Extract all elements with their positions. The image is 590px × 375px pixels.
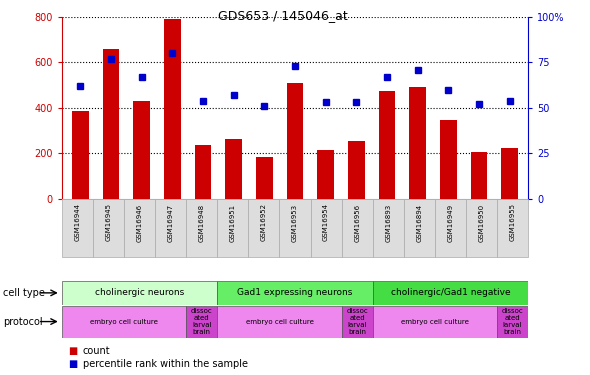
Bar [186,199,217,257]
Text: dissoc
ated
larval
brain: dissoc ated larval brain [346,308,368,335]
Bar [186,306,217,338]
Bar [342,199,373,257]
Text: dissoc
ated
larval
brain: dissoc ated larval brain [502,308,523,335]
Text: GSM16944: GSM16944 [74,203,80,242]
Text: GSM16949: GSM16949 [447,203,453,242]
Text: GSM16945: GSM16945 [106,203,112,242]
Bar [471,152,487,199]
Text: GSM16948: GSM16948 [199,203,205,242]
Bar [93,199,124,257]
Text: cholinergic/Gad1 negative: cholinergic/Gad1 negative [391,288,510,297]
Text: cell type: cell type [3,288,45,298]
Bar [373,281,528,304]
Text: protocol: protocol [3,316,42,327]
Text: embryo cell culture: embryo cell culture [245,319,313,324]
Bar [466,199,497,257]
Text: percentile rank within the sample: percentile rank within the sample [83,359,248,369]
Bar [373,306,497,338]
Bar [342,306,373,338]
Text: Gad1 expressing neurons: Gad1 expressing neurons [237,288,353,297]
Bar [502,148,518,199]
Text: GSM16956: GSM16956 [354,203,360,242]
Bar [409,87,426,199]
Text: GSM16951: GSM16951 [230,203,236,242]
Text: dissoc
ated
larval
brain: dissoc ated larval brain [191,308,212,335]
Bar [373,199,404,257]
Text: GSM16955: GSM16955 [510,203,516,242]
Text: embryo cell culture: embryo cell culture [90,319,158,324]
Bar [280,199,310,257]
Text: GSM16894: GSM16894 [417,203,422,242]
Bar [440,120,457,199]
Bar [217,281,373,304]
Bar [217,199,248,257]
Text: GSM16946: GSM16946 [137,203,143,242]
Text: ■: ■ [68,359,77,369]
Bar [348,141,365,199]
Bar [256,157,273,199]
Text: count: count [83,346,110,355]
Bar [225,138,242,199]
Text: GSM16950: GSM16950 [478,203,484,242]
Bar [317,150,334,199]
Bar [379,91,395,199]
Bar [103,49,119,199]
Text: GSM16954: GSM16954 [323,203,329,242]
Bar [155,199,186,257]
Bar [287,83,303,199]
Bar [435,199,466,257]
Text: cholinergic neurons: cholinergic neurons [95,288,184,297]
Bar [124,199,155,257]
Bar [62,199,93,257]
Bar [217,306,342,338]
Text: GSM16947: GSM16947 [168,203,173,242]
Bar [497,199,528,257]
Bar [248,199,280,257]
Bar [310,199,342,257]
Text: ■: ■ [68,346,77,355]
Bar [62,306,186,338]
Text: embryo cell culture: embryo cell culture [401,319,469,324]
Text: GDS653 / 145046_at: GDS653 / 145046_at [218,9,348,22]
Text: GSM16952: GSM16952 [261,203,267,242]
Bar [164,19,181,199]
Text: GSM16953: GSM16953 [292,203,298,242]
Text: GSM16893: GSM16893 [385,203,391,242]
Bar [195,146,211,199]
Bar [62,281,217,304]
Bar [72,111,88,199]
Bar [133,101,150,199]
Bar [497,306,528,338]
Bar [404,199,435,257]
